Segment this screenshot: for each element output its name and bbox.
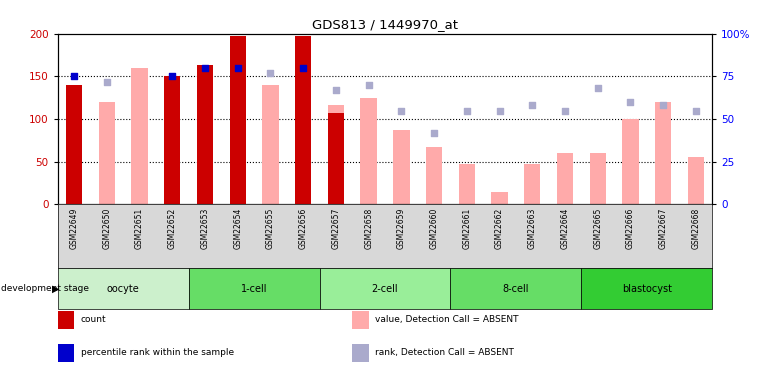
Bar	[581, 268, 712, 309]
Point	[460, 108, 473, 114]
Point	[232, 65, 244, 71]
Text: GSM22663: GSM22663	[527, 208, 537, 249]
Text: 8-cell: 8-cell	[503, 284, 529, 294]
Text: GSM22649: GSM22649	[69, 208, 79, 249]
Point	[428, 130, 440, 136]
Point	[526, 102, 538, 108]
Point	[264, 70, 276, 76]
Text: oocyte: oocyte	[107, 284, 139, 294]
Bar	[58, 344, 74, 362]
Point	[494, 108, 506, 114]
Text: percentile rank within the sample: percentile rank within the sample	[81, 348, 234, 357]
Point	[68, 74, 80, 80]
Bar	[491, 192, 507, 204]
Text: rank, Detection Call = ABSENT: rank, Detection Call = ABSENT	[375, 348, 514, 357]
Title: GDS813 / 1449970_at: GDS813 / 1449970_at	[312, 18, 458, 31]
Bar	[66, 85, 82, 204]
Bar	[320, 268, 450, 309]
Bar	[328, 113, 344, 204]
Text: GSM22660: GSM22660	[430, 208, 439, 249]
Bar	[557, 153, 573, 204]
Point	[395, 108, 407, 114]
Bar	[58, 268, 189, 309]
Point	[690, 108, 702, 114]
Bar	[328, 105, 344, 204]
Point	[101, 78, 113, 84]
Text: GSM22665: GSM22665	[593, 208, 602, 249]
Bar	[164, 76, 180, 204]
Text: GSM22668: GSM22668	[691, 208, 701, 249]
Bar	[655, 102, 671, 204]
Bar	[426, 147, 442, 204]
Text: GSM22651: GSM22651	[135, 208, 144, 249]
Text: GSM22658: GSM22658	[364, 208, 373, 249]
Bar	[58, 310, 74, 329]
Point	[591, 86, 604, 92]
Text: GSM22659: GSM22659	[397, 208, 406, 249]
Bar	[622, 119, 638, 204]
Bar	[450, 268, 581, 309]
Text: GSM22655: GSM22655	[266, 208, 275, 249]
Point	[559, 108, 571, 114]
Point	[199, 65, 211, 71]
Bar	[459, 164, 475, 204]
Point	[297, 65, 310, 71]
Bar	[590, 153, 606, 204]
Text: GSM22650: GSM22650	[102, 208, 112, 249]
Point	[330, 87, 342, 93]
Bar	[353, 310, 369, 329]
Text: value, Detection Call = ABSENT: value, Detection Call = ABSENT	[375, 315, 519, 324]
Text: GSM22652: GSM22652	[168, 208, 177, 249]
Text: GSM22657: GSM22657	[331, 208, 340, 249]
Text: GSM22667: GSM22667	[658, 208, 668, 249]
Text: count: count	[81, 315, 106, 324]
Bar	[197, 65, 213, 204]
Text: 1-cell: 1-cell	[241, 284, 267, 294]
Text: GSM22653: GSM22653	[200, 208, 209, 249]
Bar	[360, 98, 377, 204]
Point	[166, 74, 179, 80]
Text: GSM22662: GSM22662	[495, 208, 504, 249]
Bar	[393, 130, 410, 204]
Text: GSM22666: GSM22666	[626, 208, 635, 249]
Text: GSM22654: GSM22654	[233, 208, 243, 249]
Text: blastocyst: blastocyst	[622, 284, 671, 294]
Bar	[229, 36, 246, 204]
Bar	[688, 158, 704, 204]
Point	[624, 99, 637, 105]
Bar	[132, 68, 148, 204]
Text: 2-cell: 2-cell	[372, 284, 398, 294]
Point	[657, 102, 669, 108]
Point	[363, 82, 375, 88]
Text: ▶: ▶	[52, 284, 60, 294]
Bar	[353, 344, 369, 362]
Text: development stage: development stage	[1, 284, 89, 293]
Bar	[295, 36, 311, 204]
Bar	[189, 268, 320, 309]
Bar	[99, 102, 115, 204]
Bar	[524, 164, 541, 204]
Text: GSM22661: GSM22661	[462, 208, 471, 249]
Text: GSM22656: GSM22656	[299, 208, 308, 249]
Bar	[263, 85, 279, 204]
Text: GSM22664: GSM22664	[561, 208, 570, 249]
